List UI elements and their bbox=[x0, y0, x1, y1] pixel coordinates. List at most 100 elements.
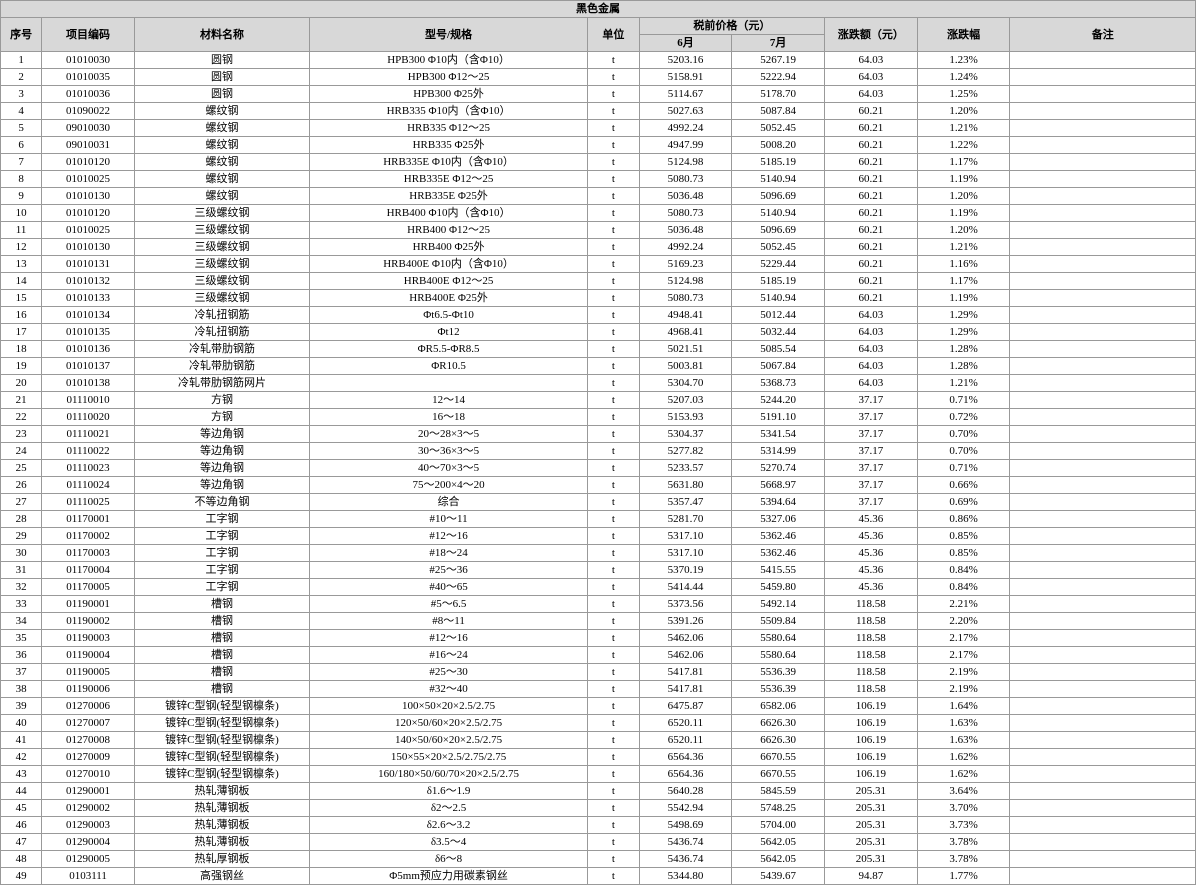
cell-m2: 5191.10 bbox=[732, 409, 825, 426]
cell-diff: 205.31 bbox=[825, 851, 918, 868]
cell-diff: 106.19 bbox=[825, 749, 918, 766]
cell-name: 槽钢 bbox=[134, 681, 309, 698]
cell-diff: 118.58 bbox=[825, 596, 918, 613]
cell-diff: 37.17 bbox=[825, 392, 918, 409]
cell-seq: 43 bbox=[1, 766, 42, 783]
cell-name: 冷轧带肋钢筋网片 bbox=[134, 375, 309, 392]
cell-m2: 5229.44 bbox=[732, 256, 825, 273]
cell-name: 方钢 bbox=[134, 392, 309, 409]
cell-pct: 2.19% bbox=[917, 664, 1010, 681]
cell-pct: 3.78% bbox=[917, 834, 1010, 851]
cell-pct: 0.71% bbox=[917, 392, 1010, 409]
cell-code: 01010130 bbox=[42, 188, 135, 205]
cell-code: 01170001 bbox=[42, 511, 135, 528]
cell-spec: #5～6.5 bbox=[310, 596, 588, 613]
cell-spec: ΦR10.5 bbox=[310, 358, 588, 375]
cell-seq: 17 bbox=[1, 324, 42, 341]
cell-remark bbox=[1010, 834, 1196, 851]
cell-pct: 1.63% bbox=[917, 732, 1010, 749]
table-row: 490103111高强钢丝Φ5mm预应力用碳素钢丝t5344.805439.67… bbox=[1, 868, 1196, 885]
cell-code: 01110020 bbox=[42, 409, 135, 426]
cell-seq: 42 bbox=[1, 749, 42, 766]
cell-m1: 4947.99 bbox=[639, 137, 732, 154]
cell-name: 镀锌C型钢(轻型钢檩条) bbox=[134, 732, 309, 749]
cell-unit: t bbox=[588, 324, 640, 341]
cell-m1: 4968.41 bbox=[639, 324, 732, 341]
cell-unit: t bbox=[588, 358, 640, 375]
cell-remark bbox=[1010, 681, 1196, 698]
cell-seq: 23 bbox=[1, 426, 42, 443]
cell-spec: #12～16 bbox=[310, 630, 588, 647]
table-row: 301010036圆钢HPB300 Φ25外t5114.675178.7064.… bbox=[1, 86, 1196, 103]
cell-m1: 5370.19 bbox=[639, 562, 732, 579]
cell-spec: 20～28×3～5 bbox=[310, 426, 588, 443]
cell-seq: 30 bbox=[1, 545, 42, 562]
cell-unit: t bbox=[588, 596, 640, 613]
cell-diff: 106.19 bbox=[825, 766, 918, 783]
table-row: 3401190002槽钢#8～11t5391.265509.84118.582.… bbox=[1, 613, 1196, 630]
cell-seq: 9 bbox=[1, 188, 42, 205]
cell-remark bbox=[1010, 324, 1196, 341]
cell-seq: 5 bbox=[1, 120, 42, 137]
cell-name: 螺纹钢 bbox=[134, 188, 309, 205]
cell-seq: 18 bbox=[1, 341, 42, 358]
cell-diff: 118.58 bbox=[825, 613, 918, 630]
cell-m1: 5153.93 bbox=[639, 409, 732, 426]
cell-diff: 118.58 bbox=[825, 681, 918, 698]
cell-remark bbox=[1010, 154, 1196, 171]
cell-m1: 5373.56 bbox=[639, 596, 732, 613]
table-title: 黑色金属 bbox=[1, 1, 1196, 18]
cell-remark bbox=[1010, 545, 1196, 562]
cell-seq: 4 bbox=[1, 103, 42, 120]
cell-spec: 40～70×3～5 bbox=[310, 460, 588, 477]
table-row: 1201010130三级螺纹钢HRB400 Φ25外t4992.245052.4… bbox=[1, 239, 1196, 256]
cell-pct: 2.19% bbox=[917, 681, 1010, 698]
cell-pct: 0.71% bbox=[917, 460, 1010, 477]
cell-name: 三级螺纹钢 bbox=[134, 273, 309, 290]
cell-pct: 0.84% bbox=[917, 562, 1010, 579]
cell-seq: 6 bbox=[1, 137, 42, 154]
cell-code: 01190004 bbox=[42, 647, 135, 664]
cell-remark bbox=[1010, 222, 1196, 239]
cell-m1: 5080.73 bbox=[639, 171, 732, 188]
cell-m2: 5845.59 bbox=[732, 783, 825, 800]
table-row: 3501190003槽钢#12～16t5462.065580.64118.582… bbox=[1, 630, 1196, 647]
cell-code: 01010025 bbox=[42, 171, 135, 188]
cell-diff: 205.31 bbox=[825, 800, 918, 817]
cell-diff: 60.21 bbox=[825, 256, 918, 273]
cell-pct: 0.85% bbox=[917, 528, 1010, 545]
cell-code: 01270006 bbox=[42, 698, 135, 715]
cell-spec: #8～11 bbox=[310, 613, 588, 630]
cell-seq: 38 bbox=[1, 681, 42, 698]
cell-pct: 1.20% bbox=[917, 103, 1010, 120]
header-pct: 涨跌幅 bbox=[917, 18, 1010, 52]
cell-pct: 1.23% bbox=[917, 52, 1010, 69]
cell-m2: 5362.46 bbox=[732, 545, 825, 562]
cell-m2: 5270.74 bbox=[732, 460, 825, 477]
cell-pct: 1.17% bbox=[917, 154, 1010, 171]
cell-spec: 160/180×50/60/70×20×2.5/2.75 bbox=[310, 766, 588, 783]
cell-seq: 19 bbox=[1, 358, 42, 375]
cell-m2: 5008.20 bbox=[732, 137, 825, 154]
cell-diff: 64.03 bbox=[825, 358, 918, 375]
cell-diff: 37.17 bbox=[825, 443, 918, 460]
cell-spec: #32～40 bbox=[310, 681, 588, 698]
cell-spec: HRB335E Φ12～25 bbox=[310, 171, 588, 188]
cell-m1: 5207.03 bbox=[639, 392, 732, 409]
table-row: 2301110021等边角钢20～28×3～5t5304.375341.5437… bbox=[1, 426, 1196, 443]
cell-code: 01010030 bbox=[42, 52, 135, 69]
cell-diff: 64.03 bbox=[825, 341, 918, 358]
cell-remark bbox=[1010, 511, 1196, 528]
cell-m2: 5439.67 bbox=[732, 868, 825, 885]
cell-unit: t bbox=[588, 341, 640, 358]
cell-seq: 10 bbox=[1, 205, 42, 222]
cell-code: 01010131 bbox=[42, 256, 135, 273]
cell-pct: 2.20% bbox=[917, 613, 1010, 630]
cell-m1: 5542.94 bbox=[639, 800, 732, 817]
cell-m2: 5012.44 bbox=[732, 307, 825, 324]
cell-name: 等边角钢 bbox=[134, 426, 309, 443]
cell-m1: 5124.98 bbox=[639, 154, 732, 171]
cell-code: 01110024 bbox=[42, 477, 135, 494]
cell-unit: t bbox=[588, 137, 640, 154]
cell-m1: 5417.81 bbox=[639, 681, 732, 698]
